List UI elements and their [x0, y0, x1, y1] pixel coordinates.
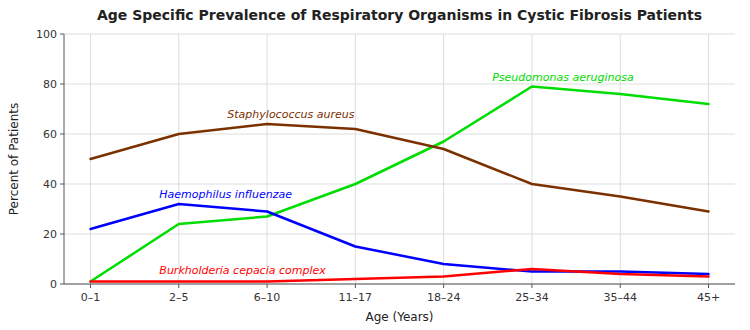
- x-tick: [355, 284, 356, 288]
- y-tick-label: 60: [43, 128, 57, 141]
- series-label: Haemophilus influenzae: [159, 188, 292, 201]
- y-tick-label: 80: [43, 78, 57, 91]
- series-line: [90, 87, 708, 282]
- y-tick: [60, 84, 64, 85]
- y-tick: [60, 234, 64, 235]
- x-tick: [443, 284, 444, 288]
- x-grid-line: [708, 34, 709, 284]
- y-tick-label: 100: [36, 28, 57, 41]
- x-tick: [708, 284, 709, 288]
- x-tick: [620, 284, 621, 288]
- x-tick-label: 25–34: [515, 291, 549, 304]
- x-tick-label: 18–24: [427, 291, 461, 304]
- y-tick-label: 20: [43, 228, 57, 241]
- x-axis-line: [64, 284, 735, 285]
- chart-svg: 0 20 40 60 80 100 0–1 2–5 6–10 11–17 18–24 25–34 35–…: [0, 0, 750, 330]
- y-tick-label: 40: [43, 178, 57, 191]
- chart-title: Age Specific Prevalence of Respiratory O…: [97, 7, 702, 23]
- x-tick-label: 6–10: [254, 291, 281, 304]
- x-tick-label: 35–44: [603, 291, 637, 304]
- series-line: [90, 124, 708, 212]
- chart-container: 0 20 40 60 80 100 0–1 2–5 6–10 11–17 18–24 25–34 35–…: [0, 0, 750, 330]
- y-axis-label: Percent of Patients: [7, 103, 21, 215]
- series-label: Burkholderia cepacia complex: [159, 264, 326, 277]
- series-lines: [90, 87, 708, 282]
- y-tick: [60, 184, 64, 185]
- x-grid-line: [178, 34, 179, 284]
- series-label: Staphylococcus aureus: [227, 108, 354, 121]
- x-tick: [531, 284, 532, 288]
- x-tick: [178, 284, 179, 288]
- x-tick-label: 2–5: [169, 291, 189, 304]
- series-labels: Pseudomonas aeruginosa Staphylococcus aur…: [159, 71, 634, 277]
- x-axis-label: Age (Years): [365, 310, 433, 324]
- y-tick: [60, 134, 64, 135]
- x-grid-line: [443, 34, 444, 284]
- y-axis-line: [64, 34, 65, 284]
- x-tick: [267, 284, 268, 288]
- x-tick-label: 0–1: [81, 291, 101, 304]
- series-label: Pseudomonas aeruginosa: [492, 71, 634, 84]
- x-tick-label: 11–17: [339, 291, 373, 304]
- x-tick: [90, 284, 91, 288]
- y-tick-label: 0: [50, 278, 57, 291]
- y-grid-line: [64, 34, 735, 35]
- y-grid-line: [64, 284, 735, 285]
- grid: [64, 34, 735, 284]
- x-tick-label: 45+: [697, 291, 720, 304]
- x-grid-line: [267, 34, 268, 284]
- y-tick: [60, 34, 64, 35]
- axes: 0 20 40 60 80 100 0–1 2–5 6–10 11–17 18–24 25–34 35–…: [36, 28, 735, 304]
- y-grid-line: [64, 84, 735, 85]
- y-grid-line: [64, 134, 735, 135]
- y-grid-line: [64, 184, 735, 185]
- y-tick: [60, 284, 64, 285]
